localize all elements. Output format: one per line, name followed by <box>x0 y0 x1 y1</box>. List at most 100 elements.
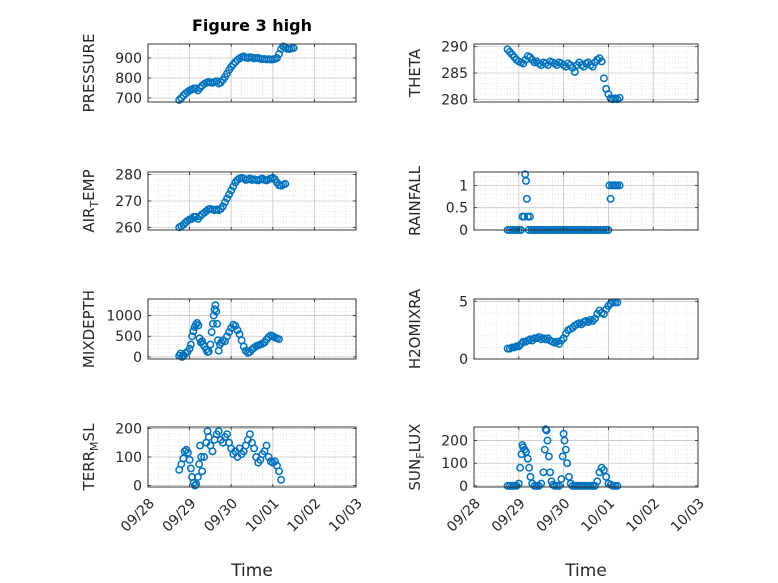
ylabel-terr-msl: TERRMSL <box>80 423 101 492</box>
x-tick-label: 10/02 <box>284 496 324 536</box>
subplot-rainfall: 0 0.5 1 RAINFALL <box>406 165 699 239</box>
data-point <box>273 54 281 62</box>
subplot-terr-msl: 0 100 200 09/28 09/29 09/30 10/01 10/02 10/03 Tim… <box>80 421 366 581</box>
data-point <box>613 481 622 490</box>
y-tick-label: 1 <box>459 178 468 194</box>
y-tick-label: 700 <box>115 91 142 107</box>
data-point <box>561 445 570 454</box>
data-point <box>597 57 606 66</box>
data-point <box>223 430 231 439</box>
data-point <box>281 179 290 188</box>
data-point <box>223 332 231 341</box>
data-point <box>526 472 535 481</box>
axes-background <box>148 44 356 102</box>
ylabel-rainfall: RAINFALL <box>406 165 424 236</box>
data-point <box>185 455 194 464</box>
data-point <box>210 305 219 314</box>
data-point <box>212 307 221 316</box>
data-point <box>557 336 566 345</box>
data-point <box>289 44 298 52</box>
data-point <box>213 319 222 328</box>
x-axis-label: Time <box>564 561 607 581</box>
x-tick-label: 10/02 <box>623 496 663 536</box>
data-point <box>593 477 602 486</box>
data-point <box>193 473 202 481</box>
data-point <box>522 447 530 456</box>
y-tick-label: 285 <box>441 66 468 82</box>
y-tick-label: 100 <box>441 456 468 472</box>
data-point <box>597 463 606 472</box>
data-point <box>275 467 283 476</box>
x-tick-label: 09/29 <box>160 496 200 536</box>
data-point <box>599 74 608 83</box>
data-point <box>543 436 552 445</box>
y-tick-label: 5 <box>459 294 468 310</box>
data-point <box>588 62 597 71</box>
data-point <box>208 447 217 456</box>
data-point <box>186 464 195 473</box>
data-point <box>191 212 200 221</box>
y-tick-label: 290 <box>441 40 468 56</box>
data-point <box>565 472 573 481</box>
subplot-theta: 280 285 290 THETA <box>406 40 699 108</box>
ylabel-mixdepth: MIXDEPTH <box>80 290 98 368</box>
data-point <box>270 457 279 466</box>
x-tick-label: 10/01 <box>243 496 283 536</box>
data-point <box>512 481 521 490</box>
y-tick-label: 0 <box>459 352 468 368</box>
data-point <box>188 332 197 341</box>
data-point <box>250 444 259 453</box>
data-point <box>206 340 215 349</box>
x-tick-label: 09/28 <box>444 496 484 536</box>
y-tick-label: 100 <box>115 450 142 466</box>
data-point <box>225 328 234 337</box>
data-point <box>558 452 567 461</box>
data-point <box>584 318 593 327</box>
data-point <box>200 453 209 461</box>
data-point <box>179 220 188 229</box>
data-point <box>189 327 198 336</box>
subplot-air-temp: 260 270 280 AIRTEMP <box>80 168 357 236</box>
axes-box <box>147 43 357 103</box>
y-tick-label: 260 <box>115 220 142 236</box>
data-point <box>207 328 216 337</box>
data-point <box>194 321 203 330</box>
y-tick-label: 270 <box>115 194 142 210</box>
data-point <box>196 441 204 450</box>
data-point <box>233 326 242 334</box>
data-point <box>555 481 564 490</box>
data-point <box>557 475 566 484</box>
subplot-pressure: 700 800 900 PRESSURE <box>80 34 357 112</box>
y-tick-label: 900 <box>115 51 142 67</box>
data-point <box>604 90 613 99</box>
data-point <box>183 448 192 457</box>
data-point <box>523 454 532 463</box>
data-point <box>615 93 624 102</box>
data-point <box>552 337 561 346</box>
data-point <box>218 202 227 211</box>
ylabel-theta: THETA <box>406 48 424 98</box>
data-point <box>544 452 553 461</box>
data-point <box>229 182 238 191</box>
y-tick-label: 1000 <box>106 309 142 325</box>
x-axis-label: Time <box>230 561 273 581</box>
x-tick-label: 09/30 <box>201 496 241 536</box>
ylabel-air-temp: AIRTEMP <box>80 169 101 232</box>
axes-box <box>147 298 357 360</box>
data-point <box>535 481 543 490</box>
data-point <box>602 472 611 481</box>
y-tick-label: 280 <box>115 168 142 184</box>
data-point <box>225 190 234 199</box>
axes-box <box>473 171 699 231</box>
data-point <box>563 459 572 468</box>
axes-box <box>473 298 699 360</box>
ylabel-h2omixra: H2OMIXRA <box>406 288 424 369</box>
data-point <box>239 342 248 351</box>
data-point <box>525 463 534 472</box>
data-point <box>198 467 207 476</box>
data-point <box>262 441 271 450</box>
y-tick-label: 500 <box>115 329 142 345</box>
data-point <box>223 194 231 203</box>
data-point <box>615 181 624 190</box>
data-point <box>606 194 615 203</box>
